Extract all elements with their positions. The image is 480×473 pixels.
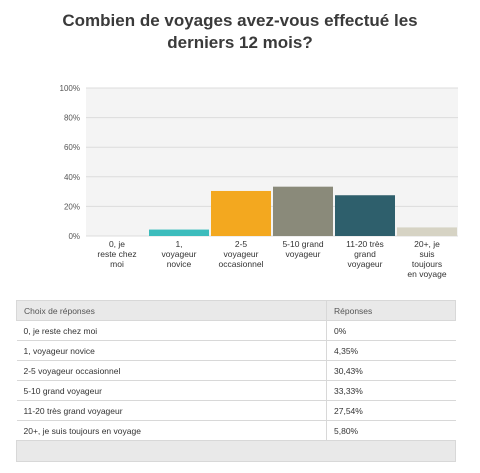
table-row: 20+, je suis toujours en voyage 5,80%: [16, 420, 456, 441]
response-cell: 30,43%: [326, 360, 456, 381]
y-tick-label: 0%: [68, 232, 80, 241]
x-tick-label-line: occasionnel: [218, 259, 264, 269]
x-tick-label-line: 20+, je: [414, 239, 440, 249]
header-responses: Réponses: [326, 300, 456, 321]
chart-title-line: derniers 12 mois?: [167, 33, 313, 52]
response-cell: 27,54%: [326, 400, 456, 421]
x-axis-labels: 0, je reste chez moi 1, voyageur novice 2-5 voy…: [0, 239, 480, 284]
x-tick-label-line: voyageur: [285, 249, 321, 259]
y-tick-label: 60%: [64, 143, 80, 152]
x-tick-label: 0, je reste chez moi: [87, 239, 147, 269]
table-header-row: Choix de réponses Réponses: [16, 300, 456, 321]
response-cell: 33,33%: [326, 380, 456, 401]
response-cell: 4,35%: [326, 340, 456, 361]
x-tick-label-line: novice: [166, 259, 192, 269]
chart-title: Combien de voyages avez-vous effectué le…: [40, 10, 440, 54]
x-tick-label-line: 5-10 grand: [282, 239, 324, 249]
x-tick-label: 11-20 très grand voyageur: [335, 239, 395, 269]
x-tick-label: 2-5 voyageur occasionnel: [211, 239, 271, 269]
x-tick-label-line: 1,: [175, 239, 183, 249]
x-tick-label-line: 0, je: [108, 239, 126, 249]
choice-cell: 11-20 très grand voyageur: [16, 400, 327, 421]
table-row: 2-5 voyageur occasionnel 30,43%: [16, 360, 456, 381]
header-choices: Choix de réponses: [16, 300, 327, 321]
bar: [273, 186, 333, 236]
table-row: 0, je reste chez moi 0%: [16, 320, 456, 341]
table-row: 11-20 très grand voyageur 27,54%: [16, 400, 456, 421]
x-tick-label-line: en voyage: [407, 269, 447, 279]
x-tick-label-line: suis: [419, 249, 435, 259]
choice-cell: 5-10 grand voyageur: [16, 380, 327, 401]
bar: [149, 229, 209, 236]
bar: [335, 195, 395, 236]
choice-cell: 0, je reste chez moi: [16, 320, 327, 341]
x-tick-label: 1, voyageur novice: [149, 239, 209, 269]
x-tick-label-line: 11-20 très: [346, 239, 384, 249]
x-tick-label-line: moi: [110, 259, 124, 269]
y-tick-label: 100%: [60, 84, 80, 93]
choice-cell: 20+, je suis toujours en voyage: [16, 420, 327, 441]
y-tick-label: 40%: [64, 173, 80, 182]
table-footer: [16, 440, 456, 462]
x-tick-label-line: voyageur: [161, 249, 197, 259]
response-cell: 5,80%: [326, 420, 456, 441]
x-tick-label-line: voyageur: [347, 259, 383, 269]
response-cell: 0%: [326, 320, 456, 341]
x-tick-label-line: 2-5: [234, 239, 248, 249]
x-tick-label: 5-10 grand voyageur: [273, 239, 333, 259]
table-row: 5-10 grand voyageur 33,33%: [16, 380, 456, 401]
bar-chart: 0% 20% 40% 60% 80% 100%: [60, 84, 458, 241]
x-tick-label-line: grand: [354, 249, 376, 259]
y-tick-label: 20%: [64, 202, 80, 211]
x-tick-label-line: toujours: [411, 259, 443, 269]
x-tick-label-line: reste chez: [97, 249, 137, 259]
bar: [211, 190, 271, 236]
x-tick-label: 20+, je suis toujours en voyage: [397, 239, 457, 279]
table-footer-row: [16, 440, 456, 462]
bar: [397, 227, 457, 236]
choice-cell: 1, voyageur novice: [16, 340, 327, 361]
choice-cell: 2-5 voyageur occasionnel: [16, 360, 327, 381]
table-row: 1, voyageur novice 4,35%: [16, 340, 456, 361]
results-table: Choix de réponses Réponses 0, je reste c…: [16, 300, 456, 462]
plot-background: [86, 88, 458, 236]
y-tick-label: 80%: [64, 114, 80, 123]
x-tick-label-line: voyageur: [223, 249, 259, 259]
chart-title-line: Combien de voyages avez-vous effectué le…: [62, 11, 418, 30]
